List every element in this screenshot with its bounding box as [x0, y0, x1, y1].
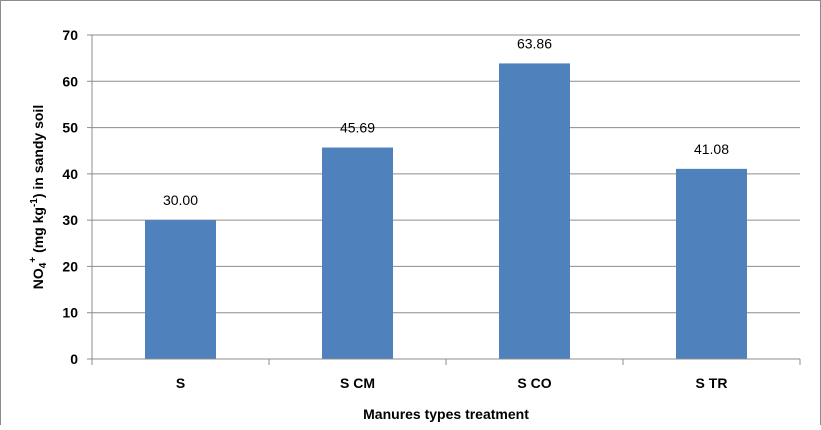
- x-tick-label: S TR: [696, 375, 728, 391]
- y-axis-title-subscript: 4: [38, 262, 49, 268]
- y-axis-title-end: ) in sandy soil: [30, 105, 46, 198]
- y-axis-title-superscript: +: [28, 257, 39, 263]
- y-tick-labels: 0 10 20 30 40 50 60 70: [62, 27, 78, 367]
- y-axis-title-middle: (mg kg: [30, 207, 46, 257]
- x-axis-title: Manures types treatment: [363, 406, 529, 422]
- y-tick-label: 30: [62, 212, 78, 228]
- data-label: 41.08: [694, 141, 729, 157]
- y-axis-title: NO4+ (mg kg-1) in sandy soil: [28, 105, 49, 289]
- y-tick-label: 40: [62, 166, 78, 182]
- y-axis-title-main: NO: [30, 268, 46, 289]
- bar: [322, 147, 393, 359]
- data-label: 30.00: [163, 192, 198, 208]
- data-label: 63.86: [517, 35, 552, 51]
- x-tick-label: S CO: [517, 375, 551, 391]
- y-tick-label: 60: [62, 73, 78, 89]
- bar: [145, 220, 216, 359]
- x-tick-label: S CM: [340, 375, 375, 391]
- y-tick-label: 70: [62, 27, 78, 43]
- y-axis-title-superscript-2: -1: [29, 198, 40, 207]
- y-tick-label: 0: [70, 351, 78, 367]
- data-label: 45.69: [340, 120, 375, 136]
- bar: [499, 63, 570, 359]
- x-tick-label: S: [176, 375, 185, 391]
- bars: [145, 63, 747, 359]
- y-tick-label: 20: [62, 258, 78, 274]
- y-tick-label: 50: [62, 120, 78, 136]
- data-labels: 30.00 45.69 63.86 41.08: [163, 35, 729, 208]
- bar: [676, 168, 747, 359]
- x-tick-labels: S S CM S CO S TR: [91, 359, 801, 391]
- y-tick-label: 10: [62, 305, 78, 321]
